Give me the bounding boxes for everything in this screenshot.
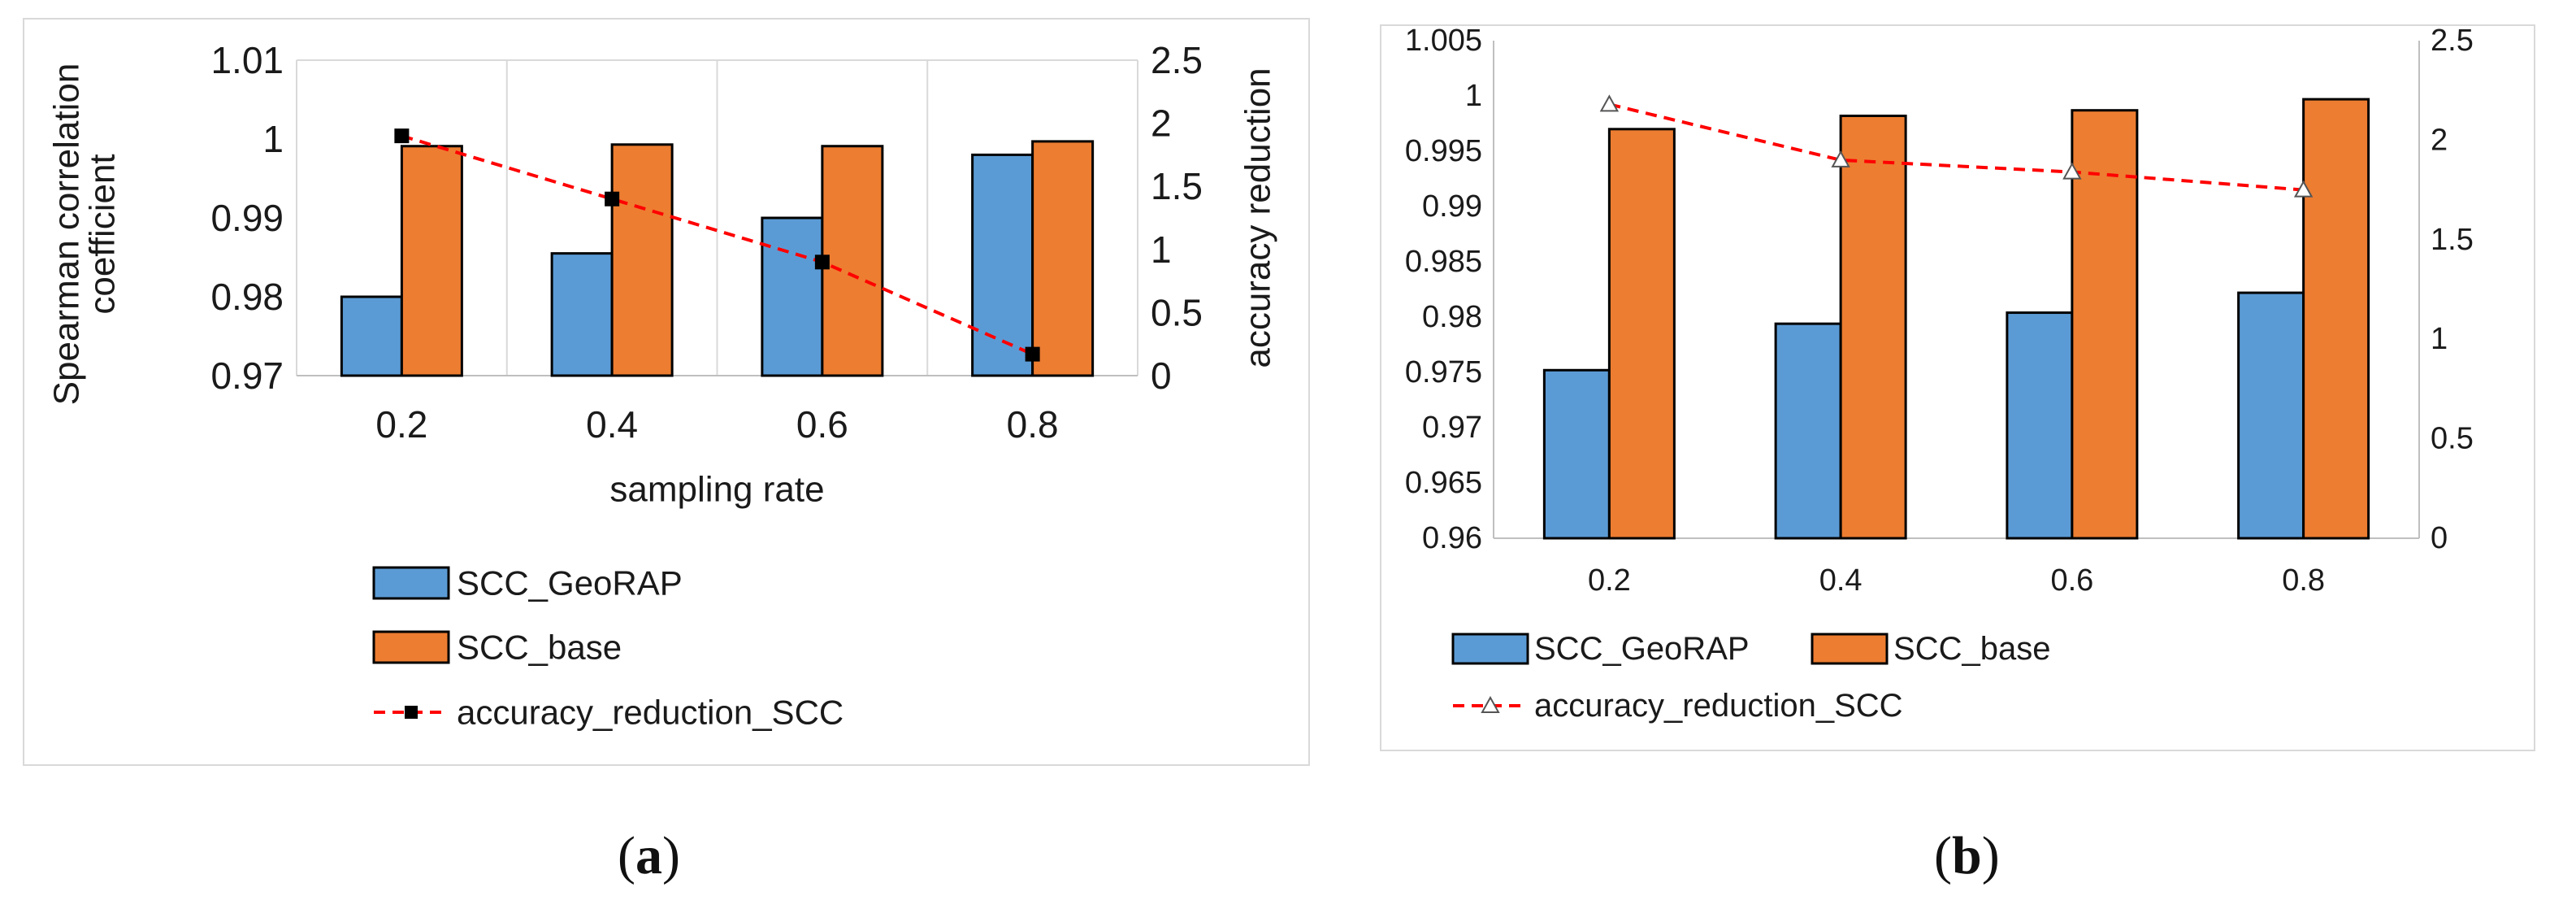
bar-scc-georap-0-2: [1542, 368, 1611, 540]
x-tick-label: 0.4: [1819, 563, 1863, 598]
bar-scc-base-0-8: [1031, 140, 1095, 377]
caption-b: (b): [1934, 826, 2000, 885]
bar-scc-georap-0-4: [1774, 322, 1842, 540]
y-tick-label: 0.965: [1405, 466, 1482, 500]
marker-accuracy-reduction-scc-0-4: [605, 191, 620, 207]
y-axis-title-line: coefficient: [83, 154, 123, 314]
legend-scc-base-swatch: [372, 630, 450, 664]
y2-tick-label: 1: [1151, 228, 1172, 271]
y-tick-label: 0.96: [1422, 521, 1482, 555]
legend-scc-georap-swatch: [372, 566, 450, 600]
x-tick-label: 0.4: [586, 403, 638, 446]
marker-accuracy-reduction-scc-0-2: [1599, 94, 1620, 112]
legend-scc-georap-label: SCC_GeoRAP: [1534, 631, 1750, 667]
y-tick-label: 0.98: [210, 276, 284, 318]
marker-accuracy-reduction-scc-0-4: [1831, 150, 1850, 167]
marker-accuracy-reduction-scc-0-8: [1025, 346, 1040, 362]
bar-scc-georap-0-6: [761, 216, 824, 377]
y2-axis-title: accuracy reduction: [1238, 67, 1278, 368]
chart-panel-a: 0.97 0.98 0.99 1 1.01 0 0.5 1 1.5 2 2.5 0.2 0.4 0.6 0.…: [23, 18, 1310, 766]
y2-tick-label: 2.5: [2431, 24, 2474, 58]
bar-scc-georap-0-8: [2237, 291, 2305, 540]
legend-accuracy-reduction-scc-marker: [405, 706, 418, 719]
legend-scc-base-label: SCC_base: [457, 628, 622, 667]
x-tick-label: 0.8: [2282, 563, 2325, 598]
marker-accuracy-reduction-scc-0-6: [2062, 162, 2082, 180]
legend-accuracy-reduction-scc-label: accuracy_reduction_SCC: [457, 694, 843, 732]
y2-tick-label: 0: [1151, 354, 1172, 397]
y2-tick-label: 0: [2431, 521, 2448, 555]
y-tick-label: 0.985: [1405, 245, 1482, 279]
legend-accuracy-reduction-scc-marker: [1481, 695, 1500, 713]
marker-accuracy-reduction-scc-0-2: [394, 128, 410, 144]
x-tick-label: 0.6: [796, 403, 848, 446]
y2-tick-label: 2: [2431, 123, 2448, 157]
bar-scc-base-0-4: [610, 143, 674, 377]
bar-scc-georap-0-4: [550, 252, 614, 377]
y-tick-label: 1: [262, 118, 284, 160]
bar-scc-base-0-4: [1839, 114, 1907, 540]
bar-scc-georap-0-2: [340, 295, 403, 377]
x-tick-label: 0.2: [1588, 563, 1631, 598]
bar-scc-georap-0-6: [2006, 311, 2074, 540]
y-tick-label: 0.975: [1405, 355, 1482, 389]
y2-tick-label: 1: [2431, 322, 2448, 356]
legend-accuracy-reduction-scc-label: accuracy_reduction_SCC: [1534, 688, 1903, 724]
y-tick-label: 0.99: [210, 197, 284, 239]
y-tick-label: 0.97: [1422, 411, 1482, 445]
y-tick-label: 1.01: [210, 39, 284, 81]
y-tick-label: 0.97: [210, 354, 284, 397]
chart-a-svg: 0.97 0.98 0.99 1 1.01 0 0.5 1 1.5 2 2.5 0.2 0.4 0.6 0.…: [47, 39, 1278, 732]
legend-scc-georap-label: SCC_GeoRAP: [457, 564, 683, 602]
x-tick-label: 0.8: [1007, 403, 1059, 446]
x-axis-title: sampling rate: [609, 470, 824, 510]
bar-scc-base-0-8: [2302, 98, 2370, 540]
legend-scc-base-label: SCC_base: [1893, 631, 2050, 667]
y2-tick-label: 0.5: [1151, 291, 1203, 333]
y-tick-label: 1.005: [1405, 24, 1482, 58]
y-axis-title-line: Spearman correlation: [47, 63, 87, 406]
y2-tick-label: 2: [1151, 102, 1172, 145]
y-tick-label: 0.98: [1422, 300, 1482, 334]
bar-scc-georap-0-8: [971, 153, 1034, 377]
legend-scc-georap-swatch: [1451, 633, 1529, 665]
bar-scc-base-0-2: [1607, 128, 1676, 540]
line-accuracy-reduction-scc: [1608, 102, 2304, 192]
bar-scc-base-0-6: [821, 145, 884, 377]
marker-accuracy-reduction-scc-0-6: [814, 254, 830, 270]
bar-scc-base-0-2: [400, 145, 463, 377]
y2-tick-label: 1.5: [1151, 165, 1203, 207]
legend-scc-base-swatch: [1811, 633, 1889, 665]
y2-tick-label: 0.5: [2431, 422, 2474, 456]
y-tick-label: 1: [1465, 79, 1482, 113]
x-tick-label: 0.2: [375, 403, 427, 446]
chart-b-svg: 0.96 0.965 0.97 0.975 0.98 0.985 0.99 0.995 1 1.0…: [1405, 24, 2474, 724]
bar-scc-base-0-6: [2071, 109, 2139, 540]
chart-panel-b: 0.96 0.965 0.97 0.975 0.98 0.985 0.99 0.995 1 1.0…: [1380, 24, 2535, 751]
marker-accuracy-reduction-scc-0-8: [2293, 180, 2314, 198]
y2-tick-label: 1.5: [2431, 223, 2474, 257]
x-tick-label: 0.6: [2050, 563, 2093, 598]
y-tick-label: 0.995: [1405, 134, 1482, 168]
y2-tick-label: 2.5: [1151, 39, 1203, 81]
caption-a: (a): [618, 826, 680, 885]
y-tick-label: 0.99: [1422, 189, 1482, 224]
